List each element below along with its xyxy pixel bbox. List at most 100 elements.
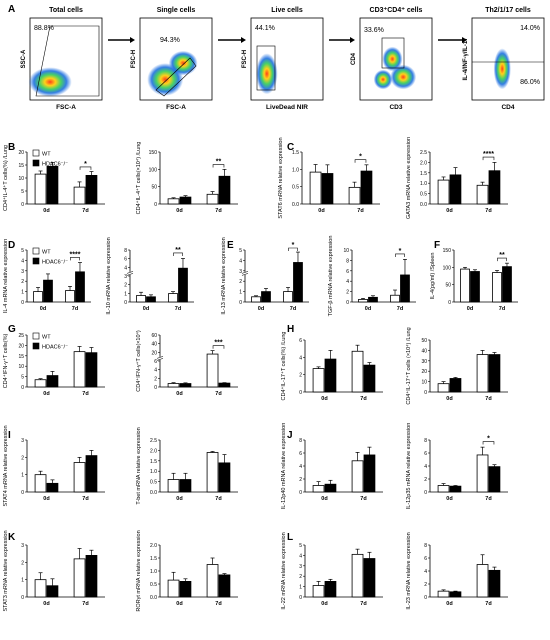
legend-swatch	[32, 342, 40, 350]
flow-panel-4: CD3⁺CD4⁺ cells CD3 CD4 33.6%	[351, 7, 433, 111]
y-tick-label: 6	[124, 257, 127, 263]
y-axis-label: IL-13 mRNA relative expression	[221, 237, 227, 314]
legend-swatch	[32, 159, 40, 167]
arrow-head	[241, 37, 246, 43]
bar-wt	[34, 474, 47, 493]
y-tick-label: 10	[18, 176, 24, 182]
significance-marker: *	[84, 161, 87, 168]
x-tick-label: 7d	[175, 306, 181, 312]
axis-break-mark	[156, 356, 164, 359]
x-tick-label: 0d	[143, 306, 149, 312]
flow-frame	[471, 17, 545, 101]
flow-ylabel: CD4	[351, 52, 357, 65]
panel-label-H: H	[287, 324, 294, 335]
y-axis-label: STAT6 mRNA relative expression	[278, 137, 284, 218]
bar-hdac6	[218, 574, 231, 598]
y-tick-label: 1.0	[420, 181, 427, 187]
y-tick-label: 2	[21, 279, 24, 285]
bar-hdac6	[43, 279, 53, 303]
bar-wt	[437, 485, 450, 493]
y-tick-label: 1	[21, 473, 24, 479]
bar-hdac6	[470, 271, 480, 303]
flow-xlabel: LiveDead NIR	[266, 104, 308, 111]
y-tick-label: 2	[239, 279, 242, 285]
y-tick-label: 50	[421, 338, 427, 344]
bar-hdac6	[75, 271, 85, 303]
y-tick-label: 4	[424, 464, 427, 470]
y-axis-label: CD4⁺IL-4⁺T cells(×10⁴) /Lung	[135, 142, 142, 215]
significance-bracket	[482, 156, 495, 161]
bar-wt	[437, 383, 450, 393]
y-axis-label: CD4⁺IL-17⁺T cells(%) /Lung	[280, 332, 287, 401]
y-tick-label: 2	[299, 373, 302, 379]
panel-label-E: E	[227, 240, 234, 251]
legend-swatch	[32, 149, 40, 157]
bar-hdac6	[218, 175, 231, 205]
arrow-head	[130, 37, 135, 43]
y-tick-label: 1.5	[420, 171, 427, 177]
bar-wt	[34, 173, 47, 205]
density-blob	[168, 50, 198, 76]
significance-bracket	[79, 166, 92, 170]
bar-wt	[73, 558, 86, 598]
bar-hdac6	[400, 274, 410, 303]
chart-9: F 0 50 100 150 IL-4(pg/ml) /Spleen 0d 7d **	[430, 240, 518, 312]
y-tick-label: 2	[21, 560, 24, 566]
y-axis-label: IL-22 mRNA relative expression	[281, 532, 287, 609]
bar-hdac6	[46, 482, 59, 493]
bar-wt	[73, 186, 86, 205]
x-tick-label: 0d	[467, 306, 473, 312]
panel-label-B: B	[8, 142, 15, 153]
significance-bracket	[173, 252, 183, 256]
flow-panel-3: Live cells LiveDead NIR FSC-H 44.1%	[242, 7, 324, 111]
significance-marker: ****	[70, 251, 81, 258]
y-tick-label: 30	[421, 359, 427, 365]
bar-hdac6	[363, 364, 376, 393]
y-tick-label: 4	[154, 368, 157, 374]
y-tick-label: 4	[424, 569, 427, 575]
gate-percentage: 88.8%	[34, 25, 54, 32]
bar-wt	[206, 353, 219, 388]
y-tick-label: 100	[443, 265, 452, 271]
y-tick-label: 0	[299, 595, 302, 601]
bar-wt	[492, 272, 502, 303]
bar-wt	[437, 179, 450, 205]
bar-hdac6	[449, 591, 462, 598]
significance-marker: ***	[214, 340, 222, 347]
chart-10: G 0 5 10 15 20 25 CD4⁺IFN-γ⁺T cells(%) 0d 7d WT HDA…	[2, 324, 105, 397]
gate-percentage: 44.1%	[255, 25, 275, 32]
significance-bracket	[395, 253, 405, 257]
bar-wt	[390, 294, 400, 303]
panel-label-I: I	[8, 430, 11, 441]
y-tick-label: 1.0	[150, 469, 157, 475]
flow-xlabel: FSC-A	[166, 104, 186, 111]
y-tick-label: 0	[424, 595, 427, 601]
bar-hdac6	[368, 296, 378, 303]
flow-panel-1: Total cells FSC-A SSC-A 88.8%	[21, 7, 103, 111]
bar-hdac6	[85, 174, 98, 205]
axis-break-mark	[156, 358, 164, 361]
significance-bracket	[497, 257, 507, 262]
y-tick-label: 3	[299, 564, 302, 570]
density-blob	[28, 67, 72, 97]
x-tick-label: 0d	[321, 496, 327, 502]
x-tick-label: 0d	[258, 306, 264, 312]
chart-3: C 0.0 0.5 1.0 1.5 STAT6 mRNA relative express…	[278, 137, 380, 219]
y-axis-label: IL-10 mRNA relative expression	[106, 237, 112, 314]
chart-14: I 0 1 2 3 STAT4 mRNA relative expression 0d 7d	[3, 425, 105, 507]
y-tick-label: 4	[299, 355, 302, 361]
chart-6: 0 1 2 3 4 6 8 IL-10 mRNA relative expression 0d 7…	[106, 237, 194, 315]
significance-bracket	[70, 257, 80, 261]
chart-11: 0 2 4 6 20 40 60 CD4⁺IFN-γ⁺T cells(×10⁴) 0d 7d ***	[135, 330, 238, 397]
x-tick-label: 0d	[43, 496, 49, 502]
y-axis-label: TGF-β mRNA relative expression	[328, 236, 334, 317]
x-tick-label: 0d	[365, 306, 371, 312]
y-tick-label: 2.0	[150, 448, 157, 454]
chart-13: 0 10 20 30 40 50 CD4⁺IL-17⁺T cells (×10⁴) /Lun…	[405, 327, 508, 405]
bar-wt	[312, 585, 325, 598]
flow-ylabel: IL-4/INF-γ/IL-17	[463, 37, 469, 81]
y-tick-label: 4	[239, 258, 242, 264]
bar-hdac6	[324, 483, 337, 493]
